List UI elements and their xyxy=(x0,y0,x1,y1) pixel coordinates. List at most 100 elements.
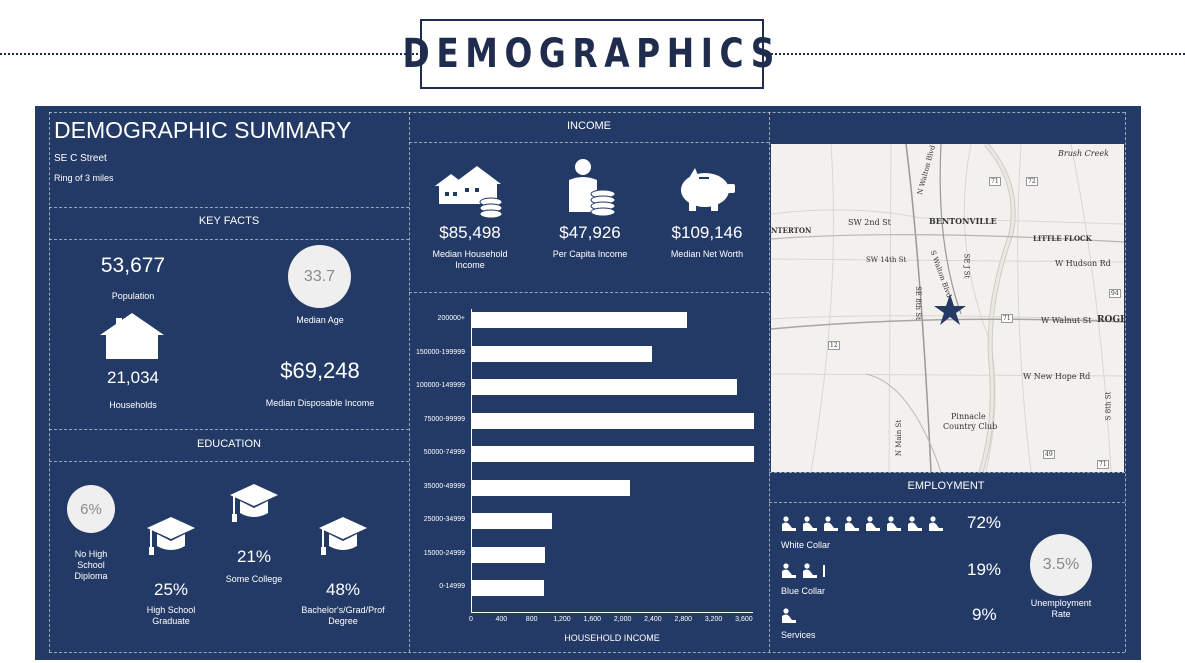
chart-bar xyxy=(472,513,552,529)
chart-x-tick-label: 3,600 xyxy=(735,616,753,623)
chart-baseline xyxy=(471,612,753,613)
chart-bar xyxy=(472,546,545,563)
white-collar-value: 72% xyxy=(967,513,1002,532)
divider xyxy=(49,461,409,462)
divider xyxy=(1125,112,1126,652)
hs-value: 25% xyxy=(153,580,189,599)
map-label: Pinnacle xyxy=(951,412,986,421)
map-label: SE J St xyxy=(962,253,971,279)
household-income-value: $85,498 xyxy=(439,223,501,242)
person-icon xyxy=(782,516,796,531)
person-icon xyxy=(782,563,796,578)
households-label: Households xyxy=(109,400,157,410)
divider xyxy=(49,112,50,652)
no-hs-value: 6% xyxy=(80,500,102,518)
partial-person-icon xyxy=(823,565,825,577)
map-label: W Hudson Rd xyxy=(1055,259,1111,268)
blue-collar-icons xyxy=(781,563,861,579)
person-icon xyxy=(824,516,838,531)
map-label: SE 8th St xyxy=(913,286,922,320)
person-icon xyxy=(803,516,817,531)
key-facts-header: KEY FACTS xyxy=(198,215,260,227)
college-value: 21% xyxy=(236,547,272,566)
summary-address: SE C Street xyxy=(54,153,107,164)
services-label: Services xyxy=(781,630,816,640)
net-worth-label: Median Net Worth xyxy=(670,249,744,259)
bachelor-value: 48% xyxy=(325,580,361,599)
map-label: LITTLE FLOCK xyxy=(1033,234,1092,243)
divider xyxy=(409,112,410,652)
chart-category-label: 0-14999 xyxy=(439,583,465,590)
location-map[interactable]: Brush Creek BENTONVILLE LITTLE FLOCK SW … xyxy=(771,144,1124,472)
title-divider-right xyxy=(768,53,1185,55)
divider xyxy=(769,502,1125,503)
services-value: 9% xyxy=(972,605,997,624)
summary-ring: Ring of 3 miles xyxy=(54,173,114,183)
chart-x-tick-label: 3,200 xyxy=(704,616,723,623)
chart-bar xyxy=(472,580,545,596)
summary-title: DEMOGRAPHIC SUMMARY xyxy=(54,117,352,143)
unemployment-label-1: Unemployment xyxy=(1030,598,1092,608)
chart-x-tick-label: 2,400 xyxy=(644,616,662,623)
chart-x-tick-label: 2,000 xyxy=(613,616,632,623)
households-value: 21,034 xyxy=(107,368,159,387)
divider xyxy=(49,239,409,240)
map-label: SW 2nd St xyxy=(848,218,891,227)
map-label: Brush Creek xyxy=(1058,149,1109,158)
no-hs-label-2: School xyxy=(77,560,105,570)
chart-x-tick-label: 0 xyxy=(469,616,473,623)
chart-category-label: 200000+ xyxy=(437,315,465,322)
divider xyxy=(409,142,769,143)
hs-label-2: Graduate xyxy=(152,616,190,626)
map-route-shield: 71 xyxy=(1001,314,1013,323)
population-value: 53,677 xyxy=(100,254,166,277)
no-hs-label-1: No High xyxy=(74,549,108,559)
unemployment-label-2: Rate xyxy=(1051,609,1071,619)
chart-category-label: 15000-24999 xyxy=(423,549,465,557)
chart-x-tick-label: 1,200 xyxy=(553,616,571,623)
graduation-cap-icon xyxy=(147,517,195,555)
chart-bar xyxy=(472,312,687,328)
household-income-label-1: Median Household xyxy=(432,249,508,259)
disposable-income-label: Median Disposable Income xyxy=(265,398,375,408)
net-worth-value: $109,146 xyxy=(671,223,743,242)
map-label: Country Club xyxy=(943,422,998,431)
person-icon xyxy=(782,608,796,623)
divider xyxy=(49,207,409,208)
chart-bar xyxy=(472,379,738,395)
map-route-shield: 71 xyxy=(1097,460,1109,469)
houses-with-coins-icon xyxy=(435,166,503,219)
map-label: W New Hope Rd xyxy=(1023,372,1091,381)
piggy-bank-icon xyxy=(681,168,735,211)
employment-header: EMPLOYMENT xyxy=(907,480,985,492)
median-age-circle: 33.7 xyxy=(288,245,351,308)
chart-x-tick-label: 2,800 xyxy=(674,616,693,623)
median-age-value: 33.7 xyxy=(303,267,336,285)
person-icon xyxy=(866,516,880,531)
services-icons xyxy=(781,608,821,624)
map-label: S 8th St xyxy=(1104,391,1113,421)
person-with-coins-icon xyxy=(569,159,616,216)
chart-x-tick-label: 1,600 xyxy=(583,616,602,623)
population-label: Population xyxy=(111,291,155,301)
white-collar-label: White Collar xyxy=(781,540,831,550)
map-label: W Walnut St xyxy=(1041,316,1092,325)
divider xyxy=(409,292,769,293)
map-label: N Main St xyxy=(895,419,904,457)
chart-category-label: 25000-34999 xyxy=(423,516,465,523)
map-route-shield: 12 xyxy=(828,341,840,350)
median-age-label: Median Age xyxy=(296,315,344,325)
person-icon xyxy=(908,516,922,531)
unemployment-circle: 3.5% xyxy=(1030,534,1092,596)
hs-label-1: High School xyxy=(146,605,196,615)
chart-x-tick-label: 400 xyxy=(495,616,508,623)
college-label: Some College xyxy=(225,574,283,584)
title-divider-left xyxy=(0,53,418,55)
map-label: SW 14th St xyxy=(866,256,907,264)
person-icon xyxy=(845,516,859,531)
chart-x-axis-label: HOUSEHOLD INCOME xyxy=(564,633,660,643)
chart-bar xyxy=(472,412,754,429)
graduation-cap-icon xyxy=(319,517,367,555)
map-route-shield: 72 xyxy=(1026,177,1038,186)
chart-category-label: 35000-49999 xyxy=(423,482,465,490)
